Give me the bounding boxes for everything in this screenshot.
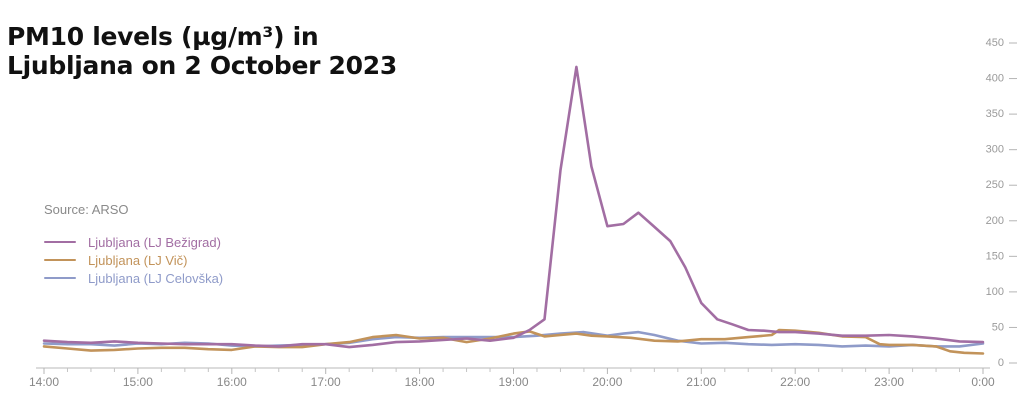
x-tick-label-15-00: 15:00 [123,375,153,389]
y-tick-label-150: 150 [986,250,1004,262]
source-label: Source: ARSO [44,202,129,217]
y-tick-label-0: 0 [998,357,1004,369]
legend-label-vic: Ljubljana (LJ Vič) [88,252,188,268]
chart-title-line-2: Ljubljana on 2 October 2023 [7,51,397,80]
legend-item-celovska[interactable]: Ljubljana (LJ Celovška) [44,269,223,287]
y-tick-label-300: 300 [986,144,1004,156]
y-tick-label-50: 50 [992,321,1004,333]
chart-title-line-1: PM10 levels (µg/m³) in [7,22,319,51]
x-tick-label-23-00: 23:00 [874,375,904,389]
y-tick-label-450: 450 [986,37,1004,49]
legend-swatch-celovska [44,276,76,280]
legend-label-celovska: Ljubljana (LJ Celovška) [88,270,224,286]
series-line-ljubljana-lj-be-igrad [42,65,985,349]
legend-swatch-vic [44,258,76,262]
legend-item-bezigrad[interactable]: Ljubljana (LJ Bežigrad) [44,233,223,251]
y-tick-label-200: 200 [986,215,1004,227]
x-tick-label-19-00: 19:00 [498,375,528,389]
y-tick-label-350: 350 [986,108,1004,120]
y-tick-label-100: 100 [986,286,1004,298]
x-tick-label-20-00: 20:00 [592,375,622,389]
x-tick-label-16-00: 16:00 [217,375,247,389]
legend-label-bezigrad: Ljubljana (LJ Bežigrad) [88,234,221,250]
x-tick-label-21-00: 21:00 [686,375,716,389]
x-tick-label-18-00: 18:00 [405,375,435,389]
legend-swatch-bezigrad [44,240,76,244]
x-tick-label-0-00: 0:00 [971,375,995,389]
x-tick-label-22-00: 22:00 [780,375,810,389]
y-tick-label-250: 250 [986,179,1004,191]
chart-title: PM10 levels (µg/m³) in Ljubljana on 2 Oc… [7,22,397,80]
x-tick-label-14-00: 14:00 [29,375,59,389]
x-tick-label-17-00: 17:00 [311,375,341,389]
legend: Ljubljana (LJ Bežigrad) Ljubljana (LJ Vi… [44,233,223,287]
y-tick-label-400: 400 [986,73,1004,85]
legend-item-vic[interactable]: Ljubljana (LJ Vič) [44,251,223,269]
